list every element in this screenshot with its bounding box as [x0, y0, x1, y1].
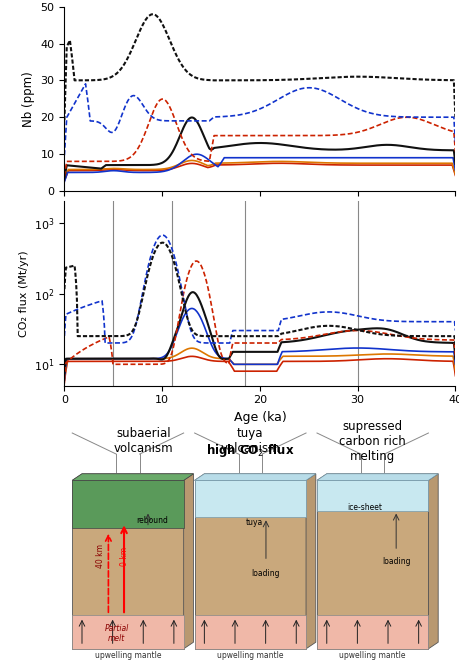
Polygon shape	[72, 474, 193, 480]
Polygon shape	[427, 474, 437, 649]
Polygon shape	[316, 480, 427, 649]
Text: tuya
volcanism: tuya volcanism	[220, 428, 280, 456]
Polygon shape	[194, 480, 305, 517]
Polygon shape	[72, 615, 183, 649]
Polygon shape	[316, 615, 427, 649]
Text: Partial
melt: Partial melt	[105, 624, 129, 643]
Polygon shape	[183, 474, 193, 649]
Polygon shape	[194, 474, 315, 480]
X-axis label: Age (ka): Age (ka)	[233, 411, 285, 424]
Text: tuya: tuya	[245, 518, 262, 527]
Polygon shape	[316, 474, 437, 480]
Polygon shape	[72, 480, 183, 649]
Y-axis label: CO₂ flux (Mt/yr): CO₂ flux (Mt/yr)	[18, 250, 28, 337]
Text: subaerial
volcanism: subaerial volcanism	[113, 428, 173, 456]
Y-axis label: Nb (ppm): Nb (ppm)	[22, 71, 35, 127]
Polygon shape	[194, 474, 315, 480]
Text: loading: loading	[251, 569, 280, 577]
Text: 0 km: 0 km	[119, 547, 128, 565]
Text: loading: loading	[381, 557, 409, 565]
Polygon shape	[316, 480, 427, 511]
Polygon shape	[72, 474, 193, 480]
Polygon shape	[194, 480, 305, 649]
Text: rebound: rebound	[136, 516, 168, 525]
Text: supressed
carbon rich
melting: supressed carbon rich melting	[339, 420, 405, 463]
Text: upwelling mantle: upwelling mantle	[95, 651, 161, 661]
Polygon shape	[194, 615, 305, 649]
Text: 40 km: 40 km	[96, 544, 105, 568]
Polygon shape	[316, 474, 437, 480]
Polygon shape	[305, 474, 315, 649]
Polygon shape	[72, 480, 183, 527]
Text: ice-sheet: ice-sheet	[347, 503, 381, 512]
Legend: 0 km, 10 km, 20 km, 30 km, 40 km, 50 km, 60 km: 0 km, 10 km, 20 km, 30 km, 40 km, 50 km,…	[380, 202, 449, 296]
Text: upwelling mantle: upwelling mantle	[217, 651, 283, 661]
Text: upwelling mantle: upwelling mantle	[339, 651, 405, 661]
Text: high CO$_2$ flux: high CO$_2$ flux	[206, 442, 294, 460]
